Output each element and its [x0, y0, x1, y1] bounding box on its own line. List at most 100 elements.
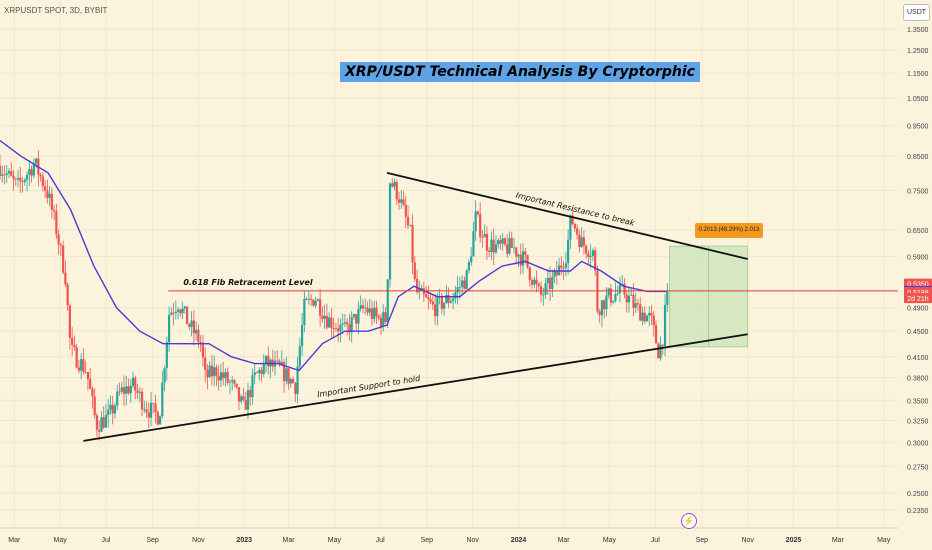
- candle-body[interactable]: [560, 265, 563, 268]
- candle-body[interactable]: [447, 294, 450, 303]
- candle-body[interactable]: [98, 429, 101, 432]
- candle-body[interactable]: [125, 386, 128, 394]
- candle-body[interactable]: [21, 181, 24, 183]
- candle-body[interactable]: [226, 372, 229, 383]
- candle-body[interactable]: [352, 314, 356, 318]
- candle-body[interactable]: [512, 247, 516, 249]
- candle-body[interactable]: [456, 287, 459, 293]
- candle-body[interactable]: [208, 365, 211, 378]
- candle-body[interactable]: [488, 250, 491, 252]
- candle-body[interactable]: [573, 223, 576, 229]
- candle-body[interactable]: [544, 283, 547, 295]
- candle-body[interactable]: [476, 211, 480, 215]
- candle-body[interactable]: [625, 294, 628, 303]
- candle-body[interactable]: [303, 298, 306, 325]
- resistance-trendline[interactable]: [386, 172, 748, 260]
- candle-body[interactable]: [341, 323, 344, 325]
- candle-body[interactable]: [420, 288, 423, 290]
- candle-body[interactable]: [260, 369, 263, 375]
- candle-body[interactable]: [616, 293, 619, 295]
- candle-body[interactable]: [373, 307, 376, 319]
- candle-body[interactable]: [517, 254, 520, 257]
- candle-body[interactable]: [377, 316, 380, 318]
- candle-body[interactable]: [258, 369, 261, 373]
- candle-body[interactable]: [131, 377, 135, 386]
- candle-body[interactable]: [59, 244, 62, 246]
- candle-body[interactable]: [62, 245, 65, 273]
- candle-body[interactable]: [53, 209, 56, 212]
- candle-body[interactable]: [71, 337, 74, 345]
- candle-body[interactable]: [28, 169, 31, 175]
- candle-body[interactable]: [497, 240, 500, 245]
- candle-body[interactable]: [548, 277, 552, 289]
- candle-body[interactable]: [607, 288, 610, 296]
- candle-body[interactable]: [634, 303, 637, 308]
- candle-body[interactable]: [233, 380, 236, 384]
- candle-body[interactable]: [431, 301, 434, 305]
- candle-body[interactable]: [93, 396, 96, 416]
- candle-body[interactable]: [334, 328, 338, 330]
- candle-body[interactable]: [217, 376, 220, 381]
- candle-body[interactable]: [95, 415, 99, 430]
- candle-body[interactable]: [553, 270, 556, 277]
- candle-body[interactable]: [48, 193, 51, 198]
- candle-body[interactable]: [34, 158, 38, 164]
- candle-body[interactable]: [355, 314, 358, 324]
- candle-body[interactable]: [89, 379, 92, 389]
- candle-body[interactable]: [64, 272, 67, 285]
- candle-body[interactable]: [156, 411, 159, 425]
- candle-body[interactable]: [479, 214, 482, 237]
- candle-body[interactable]: [350, 317, 353, 333]
- candle-body[interactable]: [280, 362, 283, 366]
- candle-body[interactable]: [186, 306, 189, 325]
- candle-body[interactable]: [174, 311, 177, 314]
- candle-body[interactable]: [343, 322, 347, 324]
- candle-body[interactable]: [443, 302, 446, 309]
- candle-body[interactable]: [235, 383, 238, 388]
- candle-body[interactable]: [30, 169, 33, 176]
- candle-body[interactable]: [598, 311, 601, 316]
- candle-body[interactable]: [402, 199, 405, 205]
- candle-body[interactable]: [129, 385, 132, 394]
- candle-body[interactable]: [645, 315, 649, 322]
- candle-body[interactable]: [298, 346, 301, 367]
- candle-body[interactable]: [382, 312, 385, 327]
- candle-body[interactable]: [167, 314, 171, 343]
- candle-body[interactable]: [582, 237, 585, 246]
- candle-body[interactable]: [591, 250, 595, 256]
- candle-body[interactable]: [551, 276, 554, 289]
- candle-body[interactable]: [499, 240, 502, 244]
- candle-body[interactable]: [397, 199, 401, 203]
- candle-body[interactable]: [255, 372, 259, 374]
- tradingview-logo-icon[interactable]: ⚡: [681, 513, 697, 529]
- candle-body[interactable]: [576, 228, 579, 235]
- candle-body[interactable]: [578, 234, 581, 248]
- candle-body[interactable]: [657, 343, 660, 359]
- candle-body[interactable]: [618, 284, 622, 294]
- candle-body[interactable]: [199, 341, 202, 343]
- candle-body[interactable]: [118, 391, 121, 393]
- candle-body[interactable]: [600, 300, 604, 316]
- candle-body[interactable]: [312, 299, 315, 306]
- candle-body[interactable]: [508, 238, 511, 254]
- candle-body[interactable]: [393, 181, 396, 187]
- candle-body[interactable]: [314, 300, 317, 306]
- candle-body[interactable]: [555, 270, 558, 276]
- candle-body[interactable]: [73, 344, 76, 348]
- candle-body[interactable]: [249, 390, 252, 398]
- candle-body[interactable]: [86, 371, 90, 380]
- candle-body[interactable]: [346, 322, 349, 325]
- candle-body[interactable]: [474, 211, 477, 232]
- candle-body[interactable]: [321, 315, 324, 319]
- candle-body[interactable]: [641, 312, 644, 321]
- candle-body[interactable]: [109, 404, 112, 410]
- candle-body[interactable]: [404, 204, 407, 217]
- candle-body[interactable]: [55, 211, 58, 235]
- candle-body[interactable]: [470, 256, 473, 263]
- candle-body[interactable]: [490, 239, 493, 252]
- candle-body[interactable]: [215, 367, 218, 377]
- candle-body[interactable]: [276, 360, 279, 362]
- candle-body[interactable]: [138, 391, 141, 393]
- candle-body[interactable]: [165, 342, 168, 369]
